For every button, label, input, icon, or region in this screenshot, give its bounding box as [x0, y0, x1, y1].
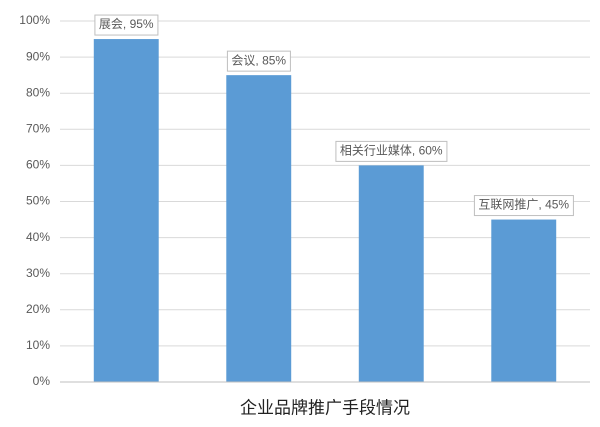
data-label: 展会, 95% [99, 17, 154, 31]
y-tick-label: 50% [26, 194, 50, 208]
y-tick-label: 10% [26, 338, 50, 352]
bar [358, 165, 424, 382]
y-tick-label: 30% [26, 266, 50, 280]
chart-title: 企业品牌推广手段情况 [240, 398, 410, 417]
y-tick-label: 100% [19, 13, 50, 27]
y-tick-label: 80% [26, 85, 50, 99]
y-tick-label: 60% [26, 158, 50, 172]
y-tick-label: 20% [26, 302, 50, 316]
data-label: 会议, 85% [231, 53, 286, 67]
bar [226, 75, 292, 383]
y-tick-label: 70% [26, 121, 50, 135]
y-tick-label: 0% [33, 374, 51, 388]
data-label-box [226, 50, 291, 72]
bar [491, 219, 557, 382]
data-label-box [94, 14, 159, 36]
bar [93, 39, 159, 383]
y-tick-label: 90% [26, 49, 50, 63]
data-label: 相关行业媒体, 60% [340, 144, 443, 158]
data-label: 互联网推广, 45% [478, 198, 569, 212]
data-label-box [473, 195, 574, 217]
y-tick-label: 40% [26, 230, 50, 244]
data-label-box [335, 140, 448, 162]
